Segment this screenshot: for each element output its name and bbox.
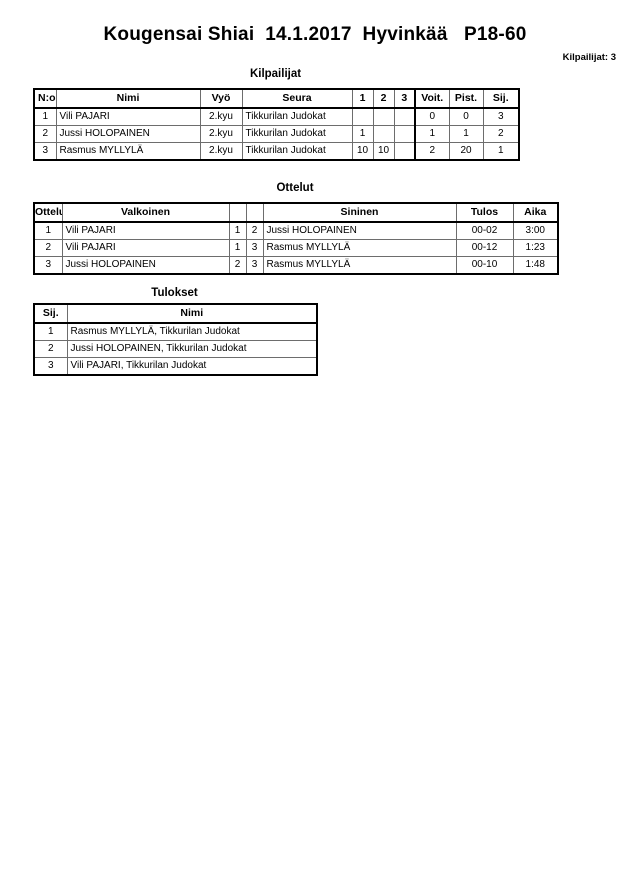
matches-table: Ottelu Valkoinen Sininen Tulos Aika 1 Vi… bbox=[33, 202, 559, 275]
cell-blue-no: 3 bbox=[245, 239, 264, 257]
cell-belt: 2.kyu bbox=[199, 142, 243, 161]
col-header-match-3: 3 bbox=[393, 88, 416, 109]
table-header-row: Sij. Nimi bbox=[33, 303, 318, 324]
table-header-row: Ottelu Valkoinen Sininen Tulos Aika bbox=[33, 202, 559, 223]
cell-rank: 3 bbox=[33, 357, 68, 376]
col-header-match-2: 2 bbox=[372, 88, 395, 109]
table-row: 3 Jussi HOLOPAINEN 2 3 Rasmus MYLLYLÄ 00… bbox=[33, 256, 559, 275]
col-header-points: Pist. bbox=[448, 88, 484, 109]
cell-name: Jussi HOLOPAINEN bbox=[55, 125, 201, 143]
table-row: 1 Rasmus MYLLYLÄ, Tikkurilan Judokat bbox=[33, 322, 318, 341]
cell-no: 2 bbox=[33, 125, 57, 143]
cell-match: 2 bbox=[33, 239, 63, 257]
table-row: 2 Jussi HOLOPAINEN, Tikkurilan Judokat bbox=[33, 340, 318, 358]
cell-blue: Rasmus MYLLYLÄ bbox=[262, 256, 457, 275]
cell-belt: 2.kyu bbox=[199, 107, 243, 126]
table-header-row: N:o Nimi Vyö Seura 1 2 3 Voit. Pist. Sij… bbox=[33, 88, 520, 109]
col-header-name: Nimi bbox=[66, 303, 318, 324]
cell-rank: 2 bbox=[33, 340, 68, 358]
col-header-white-no bbox=[228, 202, 247, 223]
col-header-result: Tulos bbox=[455, 202, 514, 223]
col-header-white: Valkoinen bbox=[61, 202, 230, 223]
cell-belt: 2.kyu bbox=[199, 125, 243, 143]
col-header-rank: Sij. bbox=[33, 303, 68, 324]
table-row: 3 Vili PAJARI, Tikkurilan Judokat bbox=[33, 357, 318, 376]
cell-match-3 bbox=[393, 107, 416, 126]
col-header-time: Aika bbox=[512, 202, 559, 223]
table-row: 2 Vili PAJARI 1 3 Rasmus MYLLYLÄ 00-12 1… bbox=[33, 239, 559, 257]
cell-rank: 3 bbox=[482, 107, 520, 126]
matches-section-caption: Ottelut bbox=[276, 182, 314, 194]
col-header-belt: Vyö bbox=[199, 88, 243, 109]
cell-points: 1 bbox=[448, 125, 484, 143]
col-header-blue-no bbox=[245, 202, 264, 223]
page-title: Kougensai Shiai 14.1.2017 Hyvinkää P18-6… bbox=[103, 24, 527, 45]
results-section-caption: Tulokset bbox=[151, 287, 198, 299]
cell-white: Vili PAJARI bbox=[61, 221, 230, 240]
cell-time: 1:48 bbox=[512, 256, 559, 275]
cell-points: 20 bbox=[448, 142, 484, 161]
cell-match-2 bbox=[372, 125, 395, 143]
table-row: 1 Vili PAJARI 2.kyu Tikkurilan Judokat 0… bbox=[33, 107, 520, 126]
table-row: 2 Jussi HOLOPAINEN 2.kyu Tikkurilan Judo… bbox=[33, 125, 520, 143]
cell-club: Tikkurilan Judokat bbox=[241, 107, 353, 126]
cell-match-1: 10 bbox=[351, 142, 374, 161]
cell-name: Jussi HOLOPAINEN, Tikkurilan Judokat bbox=[66, 340, 318, 358]
cell-result: 00-12 bbox=[455, 239, 514, 257]
cell-blue-no: 2 bbox=[245, 221, 264, 240]
cell-wins: 1 bbox=[414, 125, 450, 143]
col-header-no: N:o bbox=[33, 88, 57, 109]
competitors-table: N:o Nimi Vyö Seura 1 2 3 Voit. Pist. Sij… bbox=[33, 88, 520, 161]
cell-match: 3 bbox=[33, 256, 63, 275]
cell-match-1: 1 bbox=[351, 125, 374, 143]
cell-wins: 0 bbox=[414, 107, 450, 126]
cell-white-no: 1 bbox=[228, 221, 247, 240]
cell-result: 00-02 bbox=[455, 221, 514, 240]
entrants-count-label: Kilpailijat: 3 bbox=[562, 52, 616, 63]
col-header-rank: Sij. bbox=[482, 88, 520, 109]
table-row: 3 Rasmus MYLLYLÄ 2.kyu Tikkurilan Judoka… bbox=[33, 142, 520, 161]
cell-white-no: 2 bbox=[228, 256, 247, 275]
col-header-wins: Voit. bbox=[414, 88, 450, 109]
cell-white: Vili PAJARI bbox=[61, 239, 230, 257]
competitors-section-caption: Kilpailijat bbox=[249, 68, 302, 80]
col-header-match: Ottelu bbox=[33, 202, 63, 223]
col-header-club: Seura bbox=[241, 88, 353, 109]
cell-match-2 bbox=[372, 107, 395, 126]
col-header-blue: Sininen bbox=[262, 202, 457, 223]
cell-match-1 bbox=[351, 107, 374, 126]
cell-wins: 2 bbox=[414, 142, 450, 161]
cell-blue: Rasmus MYLLYLÄ bbox=[262, 239, 457, 257]
cell-points: 0 bbox=[448, 107, 484, 126]
cell-match-3 bbox=[393, 142, 416, 161]
cell-match-2: 10 bbox=[372, 142, 395, 161]
cell-rank: 1 bbox=[33, 322, 68, 341]
col-header-name: Nimi bbox=[55, 88, 201, 109]
cell-name: Vili PAJARI bbox=[55, 107, 201, 126]
table-row: 1 Vili PAJARI 1 2 Jussi HOLOPAINEN 00-02… bbox=[33, 221, 559, 240]
col-header-match-1: 1 bbox=[351, 88, 374, 109]
cell-match-3 bbox=[393, 125, 416, 143]
cell-rank: 2 bbox=[482, 125, 520, 143]
cell-name: Rasmus MYLLYLÄ, Tikkurilan Judokat bbox=[66, 322, 318, 341]
cell-club: Tikkurilan Judokat bbox=[241, 125, 353, 143]
cell-no: 1 bbox=[33, 107, 57, 126]
cell-time: 1:23 bbox=[512, 239, 559, 257]
cell-white-no: 1 bbox=[228, 239, 247, 257]
cell-blue-no: 3 bbox=[245, 256, 264, 275]
cell-club: Tikkurilan Judokat bbox=[241, 142, 353, 161]
cell-white: Jussi HOLOPAINEN bbox=[61, 256, 230, 275]
cell-time: 3:00 bbox=[512, 221, 559, 240]
cell-name: Vili PAJARI, Tikkurilan Judokat bbox=[66, 357, 318, 376]
cell-blue: Jussi HOLOPAINEN bbox=[262, 221, 457, 240]
results-table: Sij. Nimi 1 Rasmus MYLLYLÄ, Tikkurilan J… bbox=[33, 303, 318, 376]
cell-name: Rasmus MYLLYLÄ bbox=[55, 142, 201, 161]
cell-match: 1 bbox=[33, 221, 63, 240]
cell-result: 00-10 bbox=[455, 256, 514, 275]
cell-rank: 1 bbox=[482, 142, 520, 161]
cell-no: 3 bbox=[33, 142, 57, 161]
